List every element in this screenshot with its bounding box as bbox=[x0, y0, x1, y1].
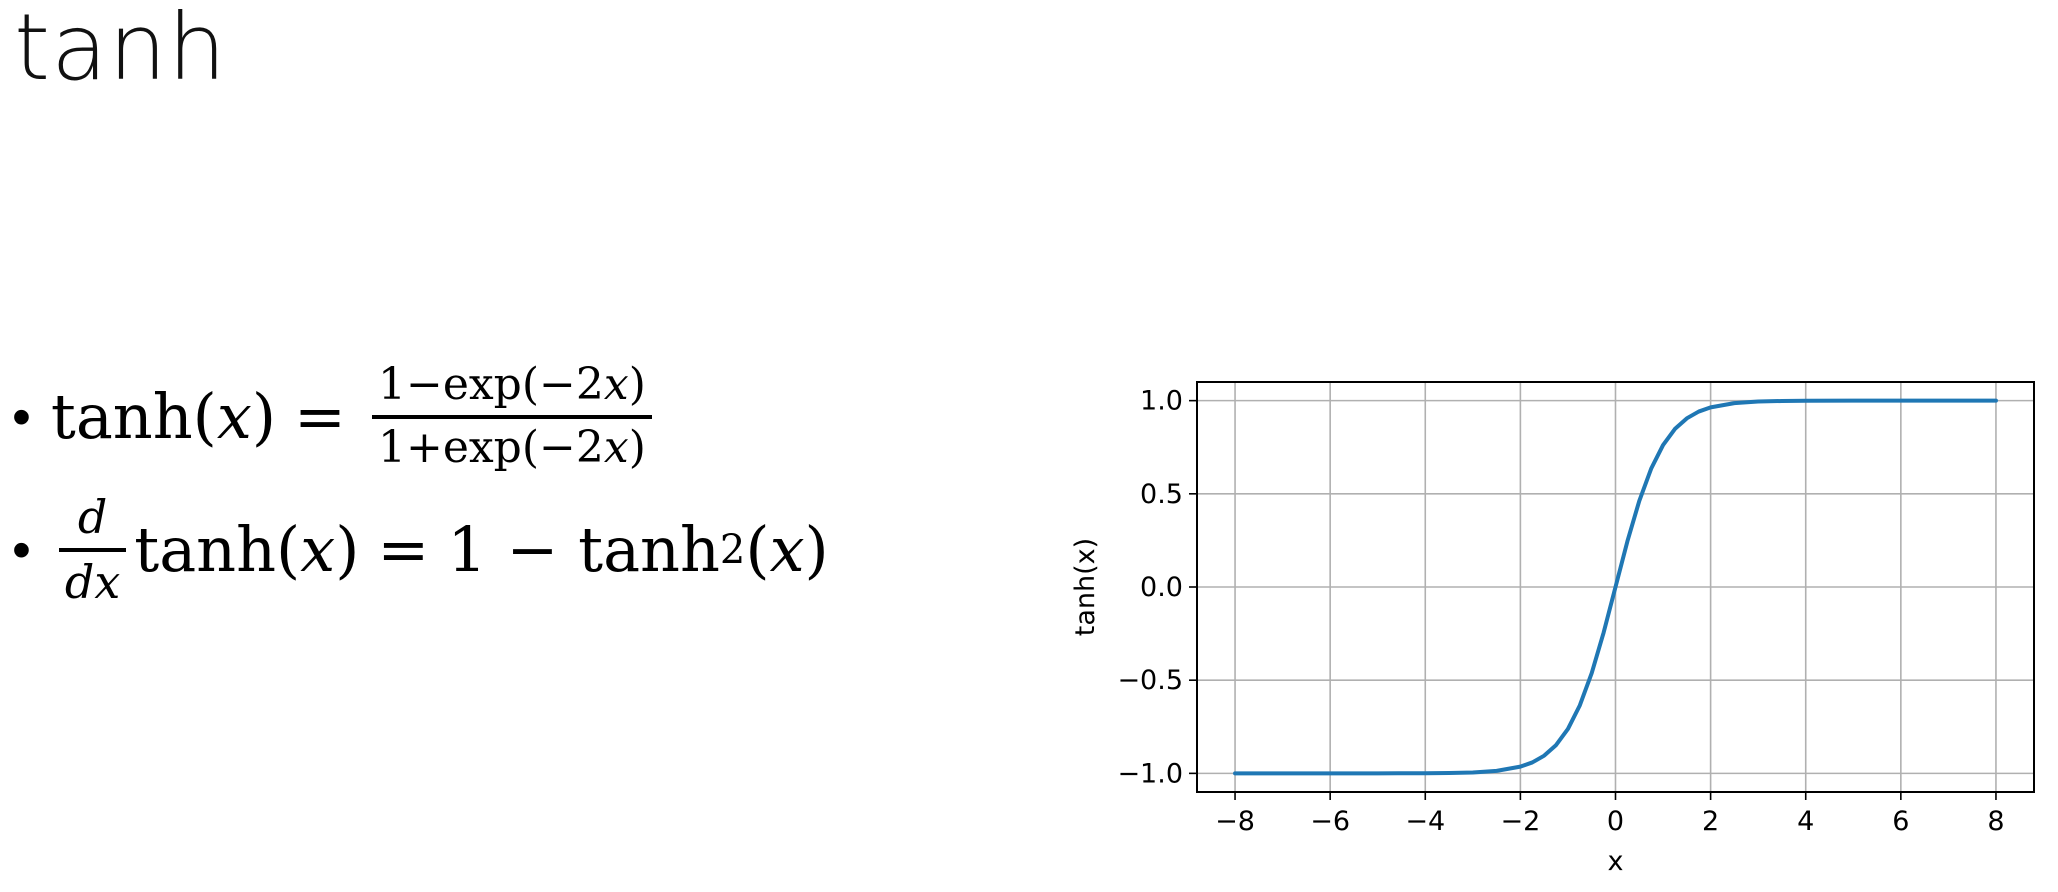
formula-variable: x bbox=[216, 379, 252, 453]
derivative-operator: d dx bbox=[58, 490, 127, 610]
formula-lhs: tanh( bbox=[50, 379, 217, 453]
x-tick-label: 6 bbox=[1892, 806, 1909, 837]
derivative-numerator: d bbox=[77, 490, 108, 545]
x-tick-label: 0 bbox=[1607, 806, 1624, 837]
formula-body: tanh( bbox=[134, 513, 301, 587]
equals-sign: = bbox=[377, 513, 430, 587]
tanh-series-line bbox=[1233, 398, 1998, 776]
y-tick-label: −0.5 bbox=[1117, 665, 1183, 696]
bullet-marker: • bbox=[12, 386, 31, 447]
x-tick-label: −2 bbox=[1500, 806, 1540, 837]
slide-title: tanh bbox=[14, 0, 228, 101]
formula-paren: ) bbox=[335, 513, 360, 587]
fraction-numerator: 1−exp(−2x) bbox=[377, 359, 646, 410]
x-tick-label: −6 bbox=[1310, 806, 1350, 837]
formula-variable: x bbox=[769, 513, 805, 587]
formula-paren: ) bbox=[804, 513, 829, 587]
y-tick-label: −1.0 bbox=[1117, 758, 1183, 789]
x-tick-label: −8 bbox=[1215, 806, 1255, 837]
x-tick-label: −4 bbox=[1405, 806, 1445, 837]
y-axis-label: tanh(x) bbox=[1070, 538, 1101, 636]
derivative-denominator: dx bbox=[64, 555, 121, 610]
y-tick-label: 1.0 bbox=[1140, 386, 1183, 417]
fraction-bar bbox=[58, 548, 127, 553]
bullet-marker: • bbox=[12, 520, 31, 581]
formula-variable: x bbox=[300, 513, 336, 587]
x-tick-label: 4 bbox=[1797, 806, 1814, 837]
tanh-chart: −8 −6 −4 −2 0 2 4 6 8 −1.0 −0.5 0.0 0.5 1.0 x tanh(x) bbox=[1070, 381, 2035, 877]
formula-paren: ( bbox=[745, 513, 770, 587]
fraction-denominator: 1+exp(−2x) bbox=[377, 421, 646, 473]
y-tick-label: 0.5 bbox=[1140, 479, 1183, 510]
x-tick-label: 2 bbox=[1702, 806, 1719, 837]
chart-ticks: −8 −6 −4 −2 0 2 4 6 8 −1.0 −0.5 0.0 0.5 1.0 bbox=[1117, 386, 2004, 837]
formula-tanh-definition: • tanh(x) = 1−exp(−2x) 1+exp(−2x) bbox=[12, 359, 829, 473]
equals-sign: = bbox=[294, 379, 346, 453]
formula-rhs: 1 − tanh bbox=[447, 513, 720, 587]
y-tick-label: 0.0 bbox=[1140, 572, 1183, 603]
fraction-bar bbox=[371, 414, 652, 419]
x-tick-label: 8 bbox=[1987, 806, 2004, 837]
fraction: 1−exp(−2x) 1+exp(−2x) bbox=[371, 359, 652, 473]
chart-series bbox=[1233, 398, 1998, 776]
formula-list: • tanh(x) = 1−exp(−2x) 1+exp(−2x) • d dx… bbox=[12, 359, 829, 609]
formula-exponent: 2 bbox=[719, 527, 746, 574]
formula-tanh-derivative: • d dx tanh(x) = 1 − tanh 2(x) bbox=[12, 491, 829, 609]
formula-paren: ) bbox=[251, 379, 277, 453]
x-axis-label: x bbox=[1608, 846, 1624, 877]
